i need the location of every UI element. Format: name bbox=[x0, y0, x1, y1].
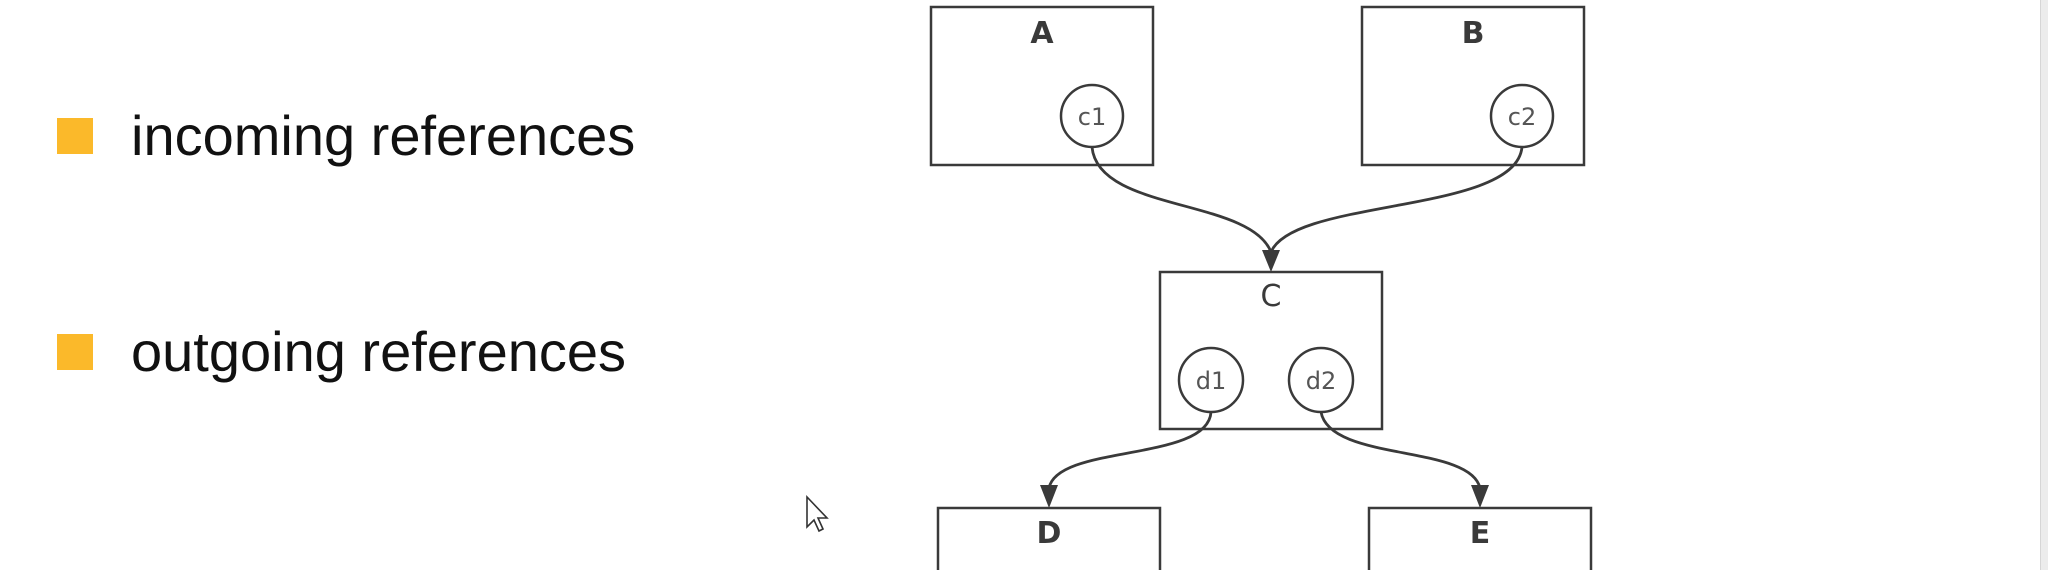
node-e-label: E bbox=[1470, 516, 1491, 551]
edge-c2-to-c bbox=[1269, 146, 1524, 253]
node-d: D bbox=[936, 506, 1162, 570]
node-b-box bbox=[1360, 5, 1586, 167]
port-c1-label: c1 bbox=[1078, 103, 1106, 131]
node-c-label: C bbox=[1261, 279, 1282, 314]
bullet-incoming-references: incoming references bbox=[57, 108, 635, 164]
port-c1: c1 bbox=[1059, 83, 1125, 149]
bullet-outgoing-references: outgoing references bbox=[57, 324, 626, 380]
square-bullet-icon bbox=[57, 334, 93, 370]
node-a: A c1 bbox=[929, 5, 1155, 167]
arrowhead-into-d bbox=[1040, 485, 1058, 508]
edge-d1-to-d-line bbox=[1047, 411, 1213, 489]
square-bullet-icon bbox=[57, 118, 93, 154]
edge-c1-to-c-line bbox=[1090, 146, 1273, 253]
arrowhead-into-c bbox=[1262, 250, 1280, 272]
bullet-label: outgoing references bbox=[131, 320, 627, 383]
port-c2-label: c2 bbox=[1508, 103, 1536, 131]
port-d1: d1 bbox=[1177, 346, 1245, 414]
node-b-label: B bbox=[1462, 16, 1485, 51]
edge-d2-to-e bbox=[1319, 411, 1489, 508]
node-a-box bbox=[929, 5, 1155, 167]
arrowhead-into-e bbox=[1471, 485, 1489, 508]
edge-c1-to-c bbox=[1090, 146, 1273, 253]
edge-c2-to-c-line bbox=[1269, 146, 1524, 253]
port-d1-label: d1 bbox=[1196, 367, 1227, 395]
node-d-label: D bbox=[1037, 516, 1062, 551]
port-c2: c2 bbox=[1489, 83, 1555, 149]
edge-d2-to-e-line bbox=[1319, 411, 1482, 489]
node-a-label: A bbox=[1030, 16, 1054, 51]
window-edge bbox=[2040, 0, 2048, 570]
port-d2: d2 bbox=[1287, 346, 1355, 414]
bullet-label: incoming references bbox=[131, 104, 636, 167]
edge-d1-to-d bbox=[1040, 411, 1213, 508]
node-b: B c2 bbox=[1360, 5, 1586, 167]
node-e: E bbox=[1367, 506, 1593, 570]
node-c: C d1 d2 bbox=[1158, 270, 1384, 431]
mouse-pointer-icon bbox=[806, 495, 829, 533]
port-d2-label: d2 bbox=[1306, 367, 1337, 395]
